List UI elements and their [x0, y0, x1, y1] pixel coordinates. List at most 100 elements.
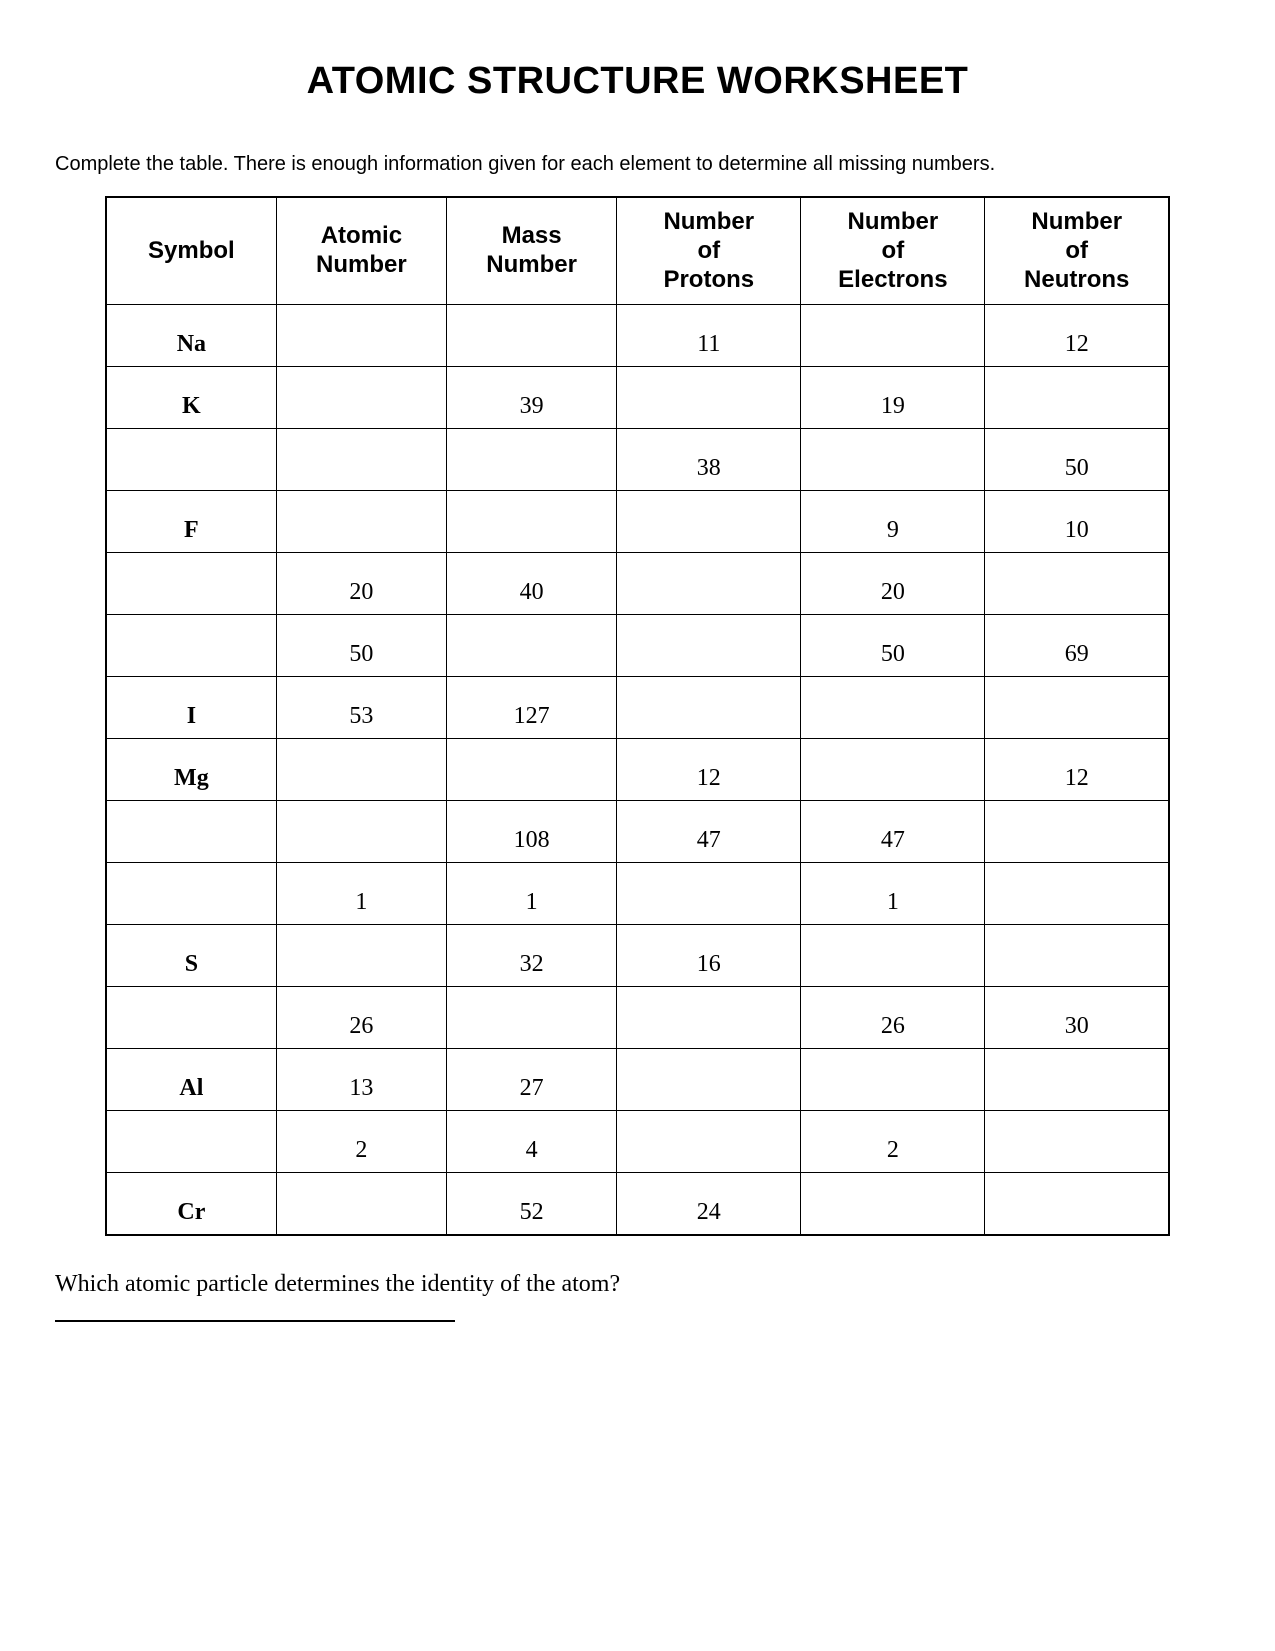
cell-symbol[interactable]: K: [106, 367, 276, 429]
cell-neutrons[interactable]: [985, 1173, 1169, 1235]
cell-neutrons[interactable]: [985, 1111, 1169, 1173]
cell-protons[interactable]: [617, 1111, 801, 1173]
cell-protons[interactable]: 38: [617, 429, 801, 491]
cell-atomic[interactable]: 20: [276, 553, 446, 615]
cell-mass[interactable]: 32: [447, 925, 617, 987]
cell-electrons[interactable]: [801, 739, 985, 801]
cell-electrons[interactable]: 2: [801, 1111, 985, 1173]
answer-blank-line[interactable]: [55, 1320, 455, 1322]
cell-symbol[interactable]: [106, 863, 276, 925]
cell-mass[interactable]: [447, 987, 617, 1049]
cell-atomic[interactable]: [276, 1173, 446, 1235]
cell-atomic[interactable]: 2: [276, 1111, 446, 1173]
cell-neutrons[interactable]: 12: [985, 739, 1169, 801]
table-row: Cr 5224: [106, 1173, 1169, 1235]
cell-atomic[interactable]: [276, 367, 446, 429]
cell-electrons[interactable]: 20: [801, 553, 985, 615]
cell-atomic[interactable]: 26: [276, 987, 446, 1049]
cell-neutrons[interactable]: [985, 367, 1169, 429]
cell-protons[interactable]: [617, 863, 801, 925]
cell-electrons[interactable]: [801, 1173, 985, 1235]
cell-atomic[interactable]: [276, 429, 446, 491]
table-row: K 39 19: [106, 367, 1169, 429]
cell-atomic[interactable]: [276, 925, 446, 987]
cell-electrons[interactable]: 47: [801, 801, 985, 863]
cell-mass[interactable]: 40: [447, 553, 617, 615]
cell-mass[interactable]: 108: [447, 801, 617, 863]
cell-symbol[interactable]: [106, 987, 276, 1049]
cell-electrons[interactable]: 19: [801, 367, 985, 429]
cell-neutrons[interactable]: 12: [985, 305, 1169, 367]
cell-neutrons[interactable]: 69: [985, 615, 1169, 677]
table-row: 242: [106, 1111, 1169, 1173]
cell-atomic[interactable]: 50: [276, 615, 446, 677]
header-electrons: NumberofElectrons: [801, 197, 985, 305]
cell-symbol[interactable]: [106, 801, 276, 863]
cell-electrons[interactable]: [801, 305, 985, 367]
cell-electrons[interactable]: [801, 1049, 985, 1111]
cell-symbol[interactable]: [106, 429, 276, 491]
cell-protons[interactable]: 16: [617, 925, 801, 987]
cell-electrons[interactable]: 26: [801, 987, 985, 1049]
cell-symbol[interactable]: [106, 615, 276, 677]
cell-symbol[interactable]: Al: [106, 1049, 276, 1111]
cell-protons[interactable]: [617, 553, 801, 615]
cell-electrons[interactable]: [801, 925, 985, 987]
cell-neutrons[interactable]: 10: [985, 491, 1169, 553]
cell-electrons[interactable]: [801, 429, 985, 491]
cell-protons[interactable]: 12: [617, 739, 801, 801]
cell-symbol[interactable]: F: [106, 491, 276, 553]
cell-atomic[interactable]: 53: [276, 677, 446, 739]
cell-atomic[interactable]: [276, 739, 446, 801]
cell-symbol[interactable]: [106, 553, 276, 615]
cell-protons[interactable]: [617, 1049, 801, 1111]
cell-neutrons[interactable]: [985, 801, 1169, 863]
cell-mass[interactable]: [447, 739, 617, 801]
cell-protons[interactable]: [617, 987, 801, 1049]
cell-protons[interactable]: [617, 367, 801, 429]
cell-neutrons[interactable]: [985, 863, 1169, 925]
cell-atomic[interactable]: [276, 491, 446, 553]
cell-atomic[interactable]: 13: [276, 1049, 446, 1111]
cell-symbol[interactable]: Cr: [106, 1173, 276, 1235]
cell-protons[interactable]: 11: [617, 305, 801, 367]
cell-mass[interactable]: 39: [447, 367, 617, 429]
cell-electrons[interactable]: 1: [801, 863, 985, 925]
cell-mass[interactable]: 4: [447, 1111, 617, 1173]
table-body: Na1112K39193850F910204020505069I53127Mg1…: [106, 305, 1169, 1235]
cell-neutrons[interactable]: 50: [985, 429, 1169, 491]
cell-electrons[interactable]: [801, 677, 985, 739]
header-atomic-number: AtomicNumber: [276, 197, 446, 305]
cell-mass[interactable]: 1: [447, 863, 617, 925]
cell-protons[interactable]: [617, 677, 801, 739]
cell-neutrons[interactable]: [985, 925, 1169, 987]
cell-symbol[interactable]: S: [106, 925, 276, 987]
cell-mass[interactable]: [447, 305, 617, 367]
table-row: 1084747: [106, 801, 1169, 863]
cell-atomic[interactable]: [276, 305, 446, 367]
cell-mass[interactable]: [447, 429, 617, 491]
cell-protons[interactable]: [617, 615, 801, 677]
cell-neutrons[interactable]: [985, 677, 1169, 739]
cell-mass[interactable]: 27: [447, 1049, 617, 1111]
cell-electrons[interactable]: 50: [801, 615, 985, 677]
cell-symbol[interactable]: I: [106, 677, 276, 739]
cell-symbol[interactable]: Na: [106, 305, 276, 367]
cell-symbol[interactable]: [106, 1111, 276, 1173]
cell-protons[interactable]: 47: [617, 801, 801, 863]
cell-mass[interactable]: [447, 491, 617, 553]
header-neutrons-label: NumberofNeutrons: [1024, 208, 1129, 293]
cell-atomic[interactable]: [276, 801, 446, 863]
cell-symbol[interactable]: Mg: [106, 739, 276, 801]
cell-neutrons[interactable]: 30: [985, 987, 1169, 1049]
cell-protons[interactable]: 24: [617, 1173, 801, 1235]
cell-atomic[interactable]: 1: [276, 863, 446, 925]
table-row: S 3216: [106, 925, 1169, 987]
cell-mass[interactable]: 52: [447, 1173, 617, 1235]
cell-mass[interactable]: [447, 615, 617, 677]
cell-protons[interactable]: [617, 491, 801, 553]
cell-mass[interactable]: 127: [447, 677, 617, 739]
cell-electrons[interactable]: 9: [801, 491, 985, 553]
cell-neutrons[interactable]: [985, 553, 1169, 615]
cell-neutrons[interactable]: [985, 1049, 1169, 1111]
